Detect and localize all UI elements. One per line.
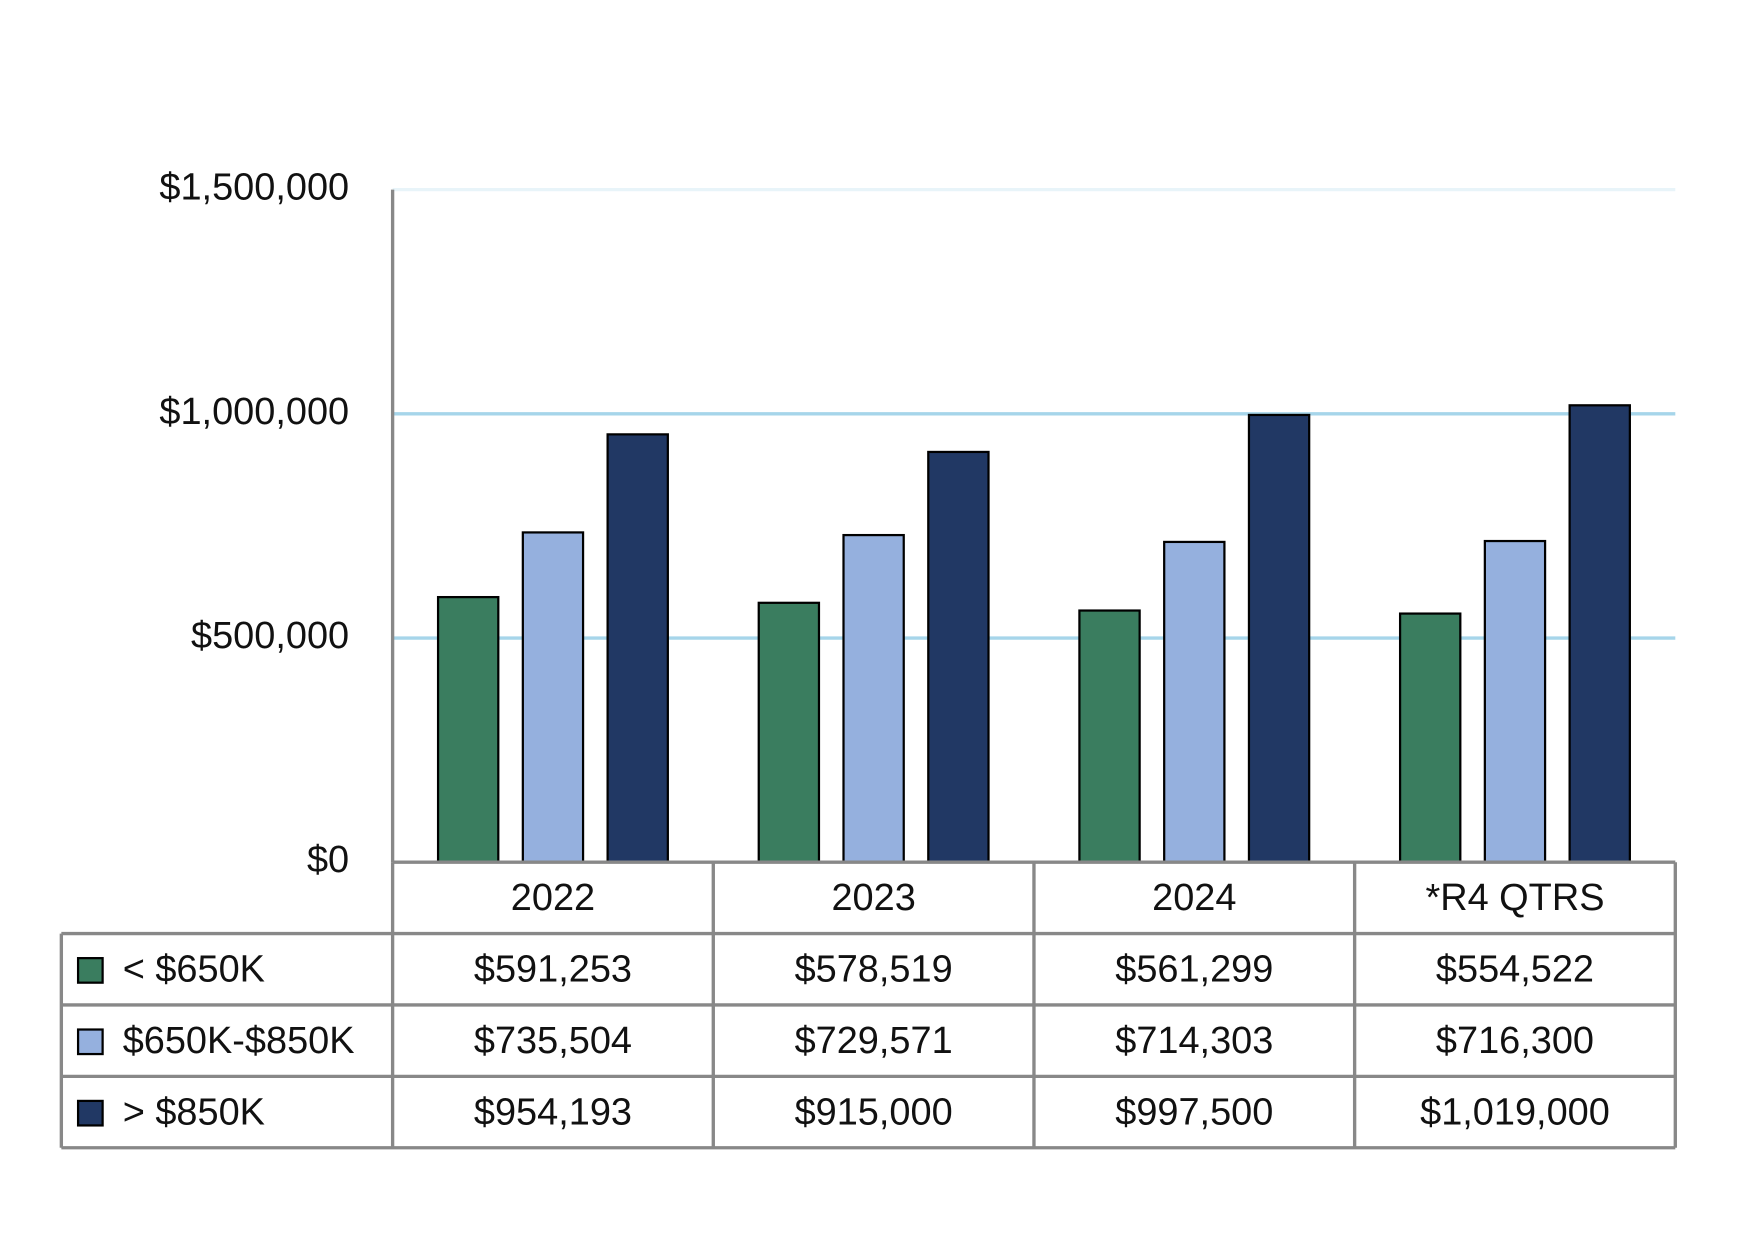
table-value: $591,253: [474, 949, 632, 991]
table-value: $561,299: [1115, 949, 1273, 991]
table-value: $915,000: [795, 1091, 953, 1133]
table-value: $554,522: [1436, 949, 1594, 991]
y-tick-label: $1,000,000: [159, 391, 349, 433]
y-tick-label: $1,500,000: [159, 167, 349, 209]
x-tick-label: *R4 QTRS: [1425, 877, 1604, 919]
bar: [927, 450, 990, 864]
y-tick-label: $0: [307, 839, 349, 881]
table-value: $1,019,000: [1420, 1091, 1610, 1133]
table-value: $716,300: [1436, 1020, 1594, 1062]
bar: [521, 531, 585, 864]
table-value: $997,500: [1115, 1091, 1273, 1133]
bar: [757, 601, 821, 864]
bar: [1078, 609, 1141, 864]
x-tick-label: 2023: [831, 877, 915, 919]
bar: [606, 433, 669, 864]
x-tick-label: 2022: [511, 877, 595, 919]
bar: [1163, 540, 1226, 864]
legend-swatch: [76, 1028, 104, 1056]
table-value: $735,504: [474, 1020, 632, 1062]
legend-label: > $850K: [123, 1091, 265, 1133]
legend-label: $650K-$850K: [123, 1020, 355, 1062]
table-value: $954,193: [474, 1091, 632, 1133]
x-tick-label: 2024: [1152, 877, 1236, 919]
bar: [436, 595, 500, 864]
table-value: $578,519: [795, 949, 953, 991]
table-value: $714,303: [1115, 1020, 1273, 1062]
legend-label: < $650K: [123, 949, 265, 991]
bar: [1398, 612, 1462, 864]
bar: [1483, 539, 1547, 864]
bar: [1247, 413, 1311, 864]
y-tick-label: $500,000: [191, 615, 349, 657]
bar: [842, 533, 905, 864]
legend-swatch: [76, 957, 104, 984]
bar: [1568, 404, 1631, 864]
table-value: $729,571: [795, 1020, 953, 1062]
legend-swatch: [76, 1099, 104, 1127]
